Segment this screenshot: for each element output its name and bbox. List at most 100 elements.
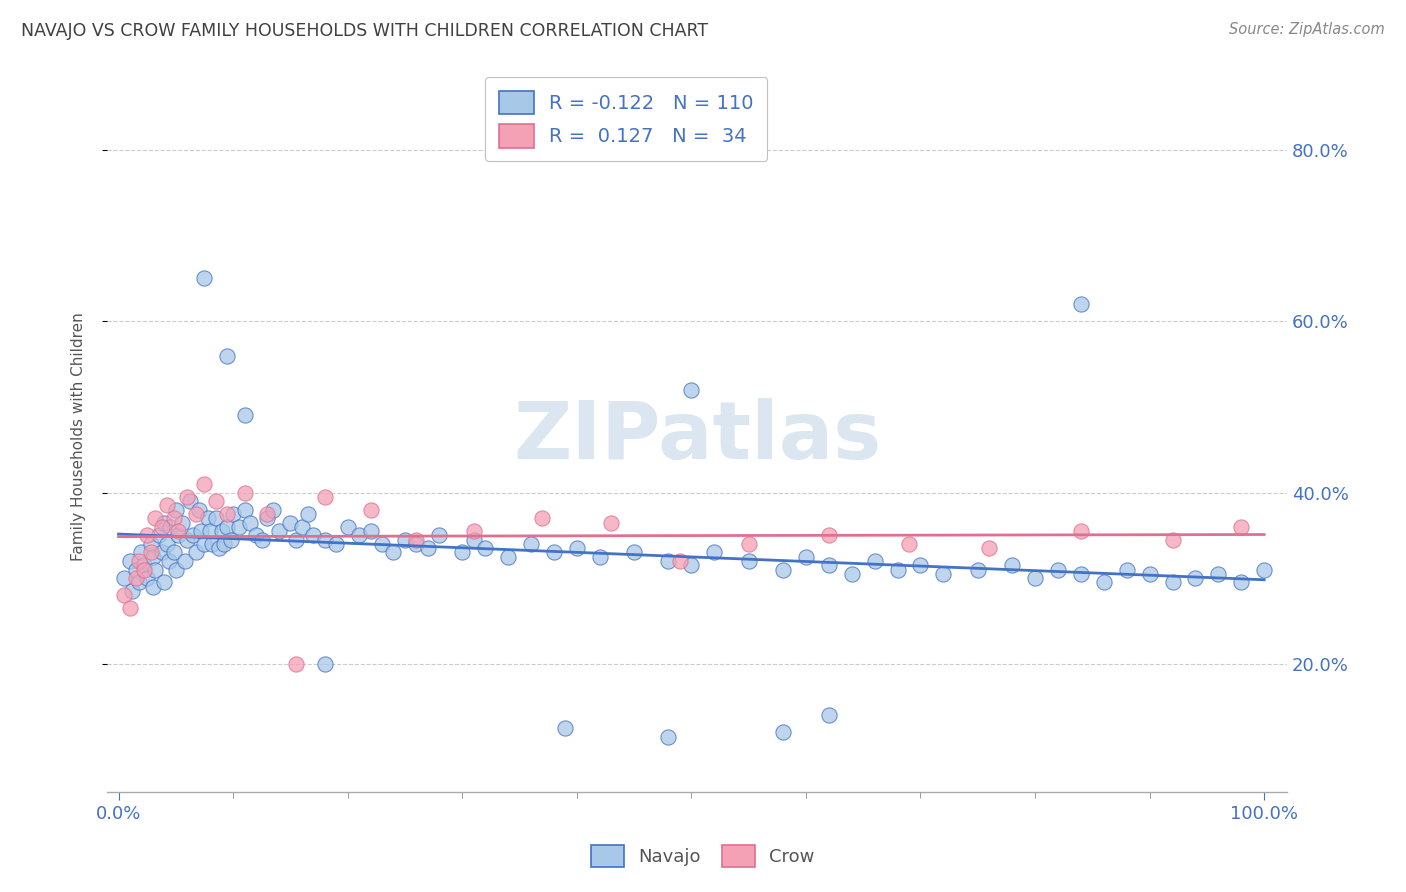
- Point: [565, 541, 588, 556]
- Point: [165, 502, 187, 516]
- Point: [112, 571, 135, 585]
- Legend: R = -0.122   N = 110, R =  0.127   N =  34: R = -0.122 N = 110, R = 0.127 N = 34: [485, 77, 768, 161]
- Point: [139, 545, 162, 559]
- Point: [886, 563, 908, 577]
- Point: [193, 537, 215, 551]
- Point: [1230, 520, 1253, 534]
- Point: [212, 537, 235, 551]
- Point: [817, 528, 839, 542]
- Point: [371, 537, 394, 551]
- Point: [205, 494, 228, 508]
- Point: [416, 541, 439, 556]
- Point: [496, 549, 519, 564]
- Point: [125, 571, 148, 585]
- Point: [176, 490, 198, 504]
- Point: [1184, 571, 1206, 585]
- Point: [1092, 575, 1115, 590]
- Point: [285, 533, 308, 547]
- Point: [966, 563, 988, 577]
- Point: [136, 571, 159, 585]
- Point: [217, 349, 239, 363]
- Point: [167, 528, 190, 542]
- Point: [239, 516, 262, 530]
- Point: [623, 545, 645, 559]
- Point: [167, 524, 190, 538]
- Point: [657, 730, 679, 744]
- Point: [256, 507, 278, 521]
- Point: [118, 554, 141, 568]
- Point: [1161, 575, 1184, 590]
- Point: [131, 545, 153, 559]
- Point: [772, 725, 794, 739]
- Point: [347, 528, 370, 542]
- Point: [1070, 566, 1092, 581]
- Point: [1208, 566, 1230, 581]
- Point: [554, 721, 576, 735]
- Point: [314, 533, 336, 547]
- Point: [186, 507, 208, 521]
- Point: [233, 409, 256, 423]
- Point: [267, 524, 290, 538]
- Point: [179, 494, 201, 508]
- Point: [125, 563, 148, 577]
- Point: [297, 507, 319, 521]
- Point: [262, 502, 284, 516]
- Point: [205, 511, 228, 525]
- Point: [187, 502, 209, 516]
- Point: [520, 537, 543, 551]
- Point: [193, 271, 215, 285]
- Text: Source: ZipAtlas.com: Source: ZipAtlas.com: [1229, 22, 1385, 37]
- Point: [142, 580, 165, 594]
- Point: [979, 541, 1001, 556]
- Y-axis label: Family Households with Children: Family Households with Children: [72, 312, 86, 561]
- Point: [233, 502, 256, 516]
- Point: [737, 554, 759, 568]
- Point: [193, 477, 215, 491]
- Point: [302, 528, 325, 542]
- Point: [531, 511, 554, 525]
- Point: [1001, 558, 1024, 573]
- Point: [427, 528, 450, 542]
- Point: [657, 554, 679, 568]
- Point: [772, 563, 794, 577]
- Point: [250, 533, 273, 547]
- Point: [136, 528, 159, 542]
- Point: [176, 533, 198, 547]
- Point: [211, 524, 233, 538]
- Point: [245, 528, 267, 542]
- Point: [817, 558, 839, 573]
- Point: [737, 537, 759, 551]
- Point: [132, 563, 155, 577]
- Point: [1070, 524, 1092, 538]
- Point: [162, 511, 184, 525]
- Point: [174, 554, 197, 568]
- Point: [1046, 563, 1069, 577]
- Point: [314, 490, 336, 504]
- Point: [143, 563, 166, 577]
- Point: [170, 516, 193, 530]
- Point: [128, 554, 150, 568]
- Point: [451, 545, 474, 559]
- Point: [600, 516, 623, 530]
- Point: [233, 485, 256, 500]
- Point: [360, 502, 382, 516]
- Point: [1161, 533, 1184, 547]
- Point: [932, 566, 955, 581]
- Point: [474, 541, 496, 556]
- Point: [118, 601, 141, 615]
- Point: [139, 537, 162, 551]
- Point: [150, 545, 173, 559]
- Point: [463, 524, 485, 538]
- Point: [165, 563, 187, 577]
- Point: [360, 524, 382, 538]
- Point: [589, 549, 612, 564]
- Point: [156, 499, 179, 513]
- Point: [325, 537, 347, 551]
- Point: [181, 528, 204, 542]
- Point: [198, 524, 221, 538]
- Point: [314, 657, 336, 671]
- Point: [159, 520, 181, 534]
- Point: [1115, 563, 1137, 577]
- Point: [1230, 575, 1253, 590]
- Point: [162, 545, 184, 559]
